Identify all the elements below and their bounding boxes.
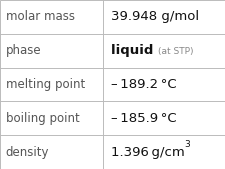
Text: phase: phase bbox=[6, 44, 41, 57]
Text: – 185.9 °C: – 185.9 °C bbox=[110, 112, 176, 125]
Text: liquid: liquid bbox=[110, 44, 162, 57]
Text: boiling point: boiling point bbox=[6, 112, 79, 125]
Text: – 189.2 °C: – 189.2 °C bbox=[110, 78, 176, 91]
Text: 3: 3 bbox=[184, 140, 189, 149]
Text: 39.948 g/mol: 39.948 g/mol bbox=[110, 10, 198, 23]
Text: melting point: melting point bbox=[6, 78, 85, 91]
Text: density: density bbox=[6, 146, 49, 159]
Text: 1.396 g/cm: 1.396 g/cm bbox=[110, 146, 184, 159]
Text: (at STP): (at STP) bbox=[157, 47, 193, 56]
Text: molar mass: molar mass bbox=[6, 10, 74, 23]
